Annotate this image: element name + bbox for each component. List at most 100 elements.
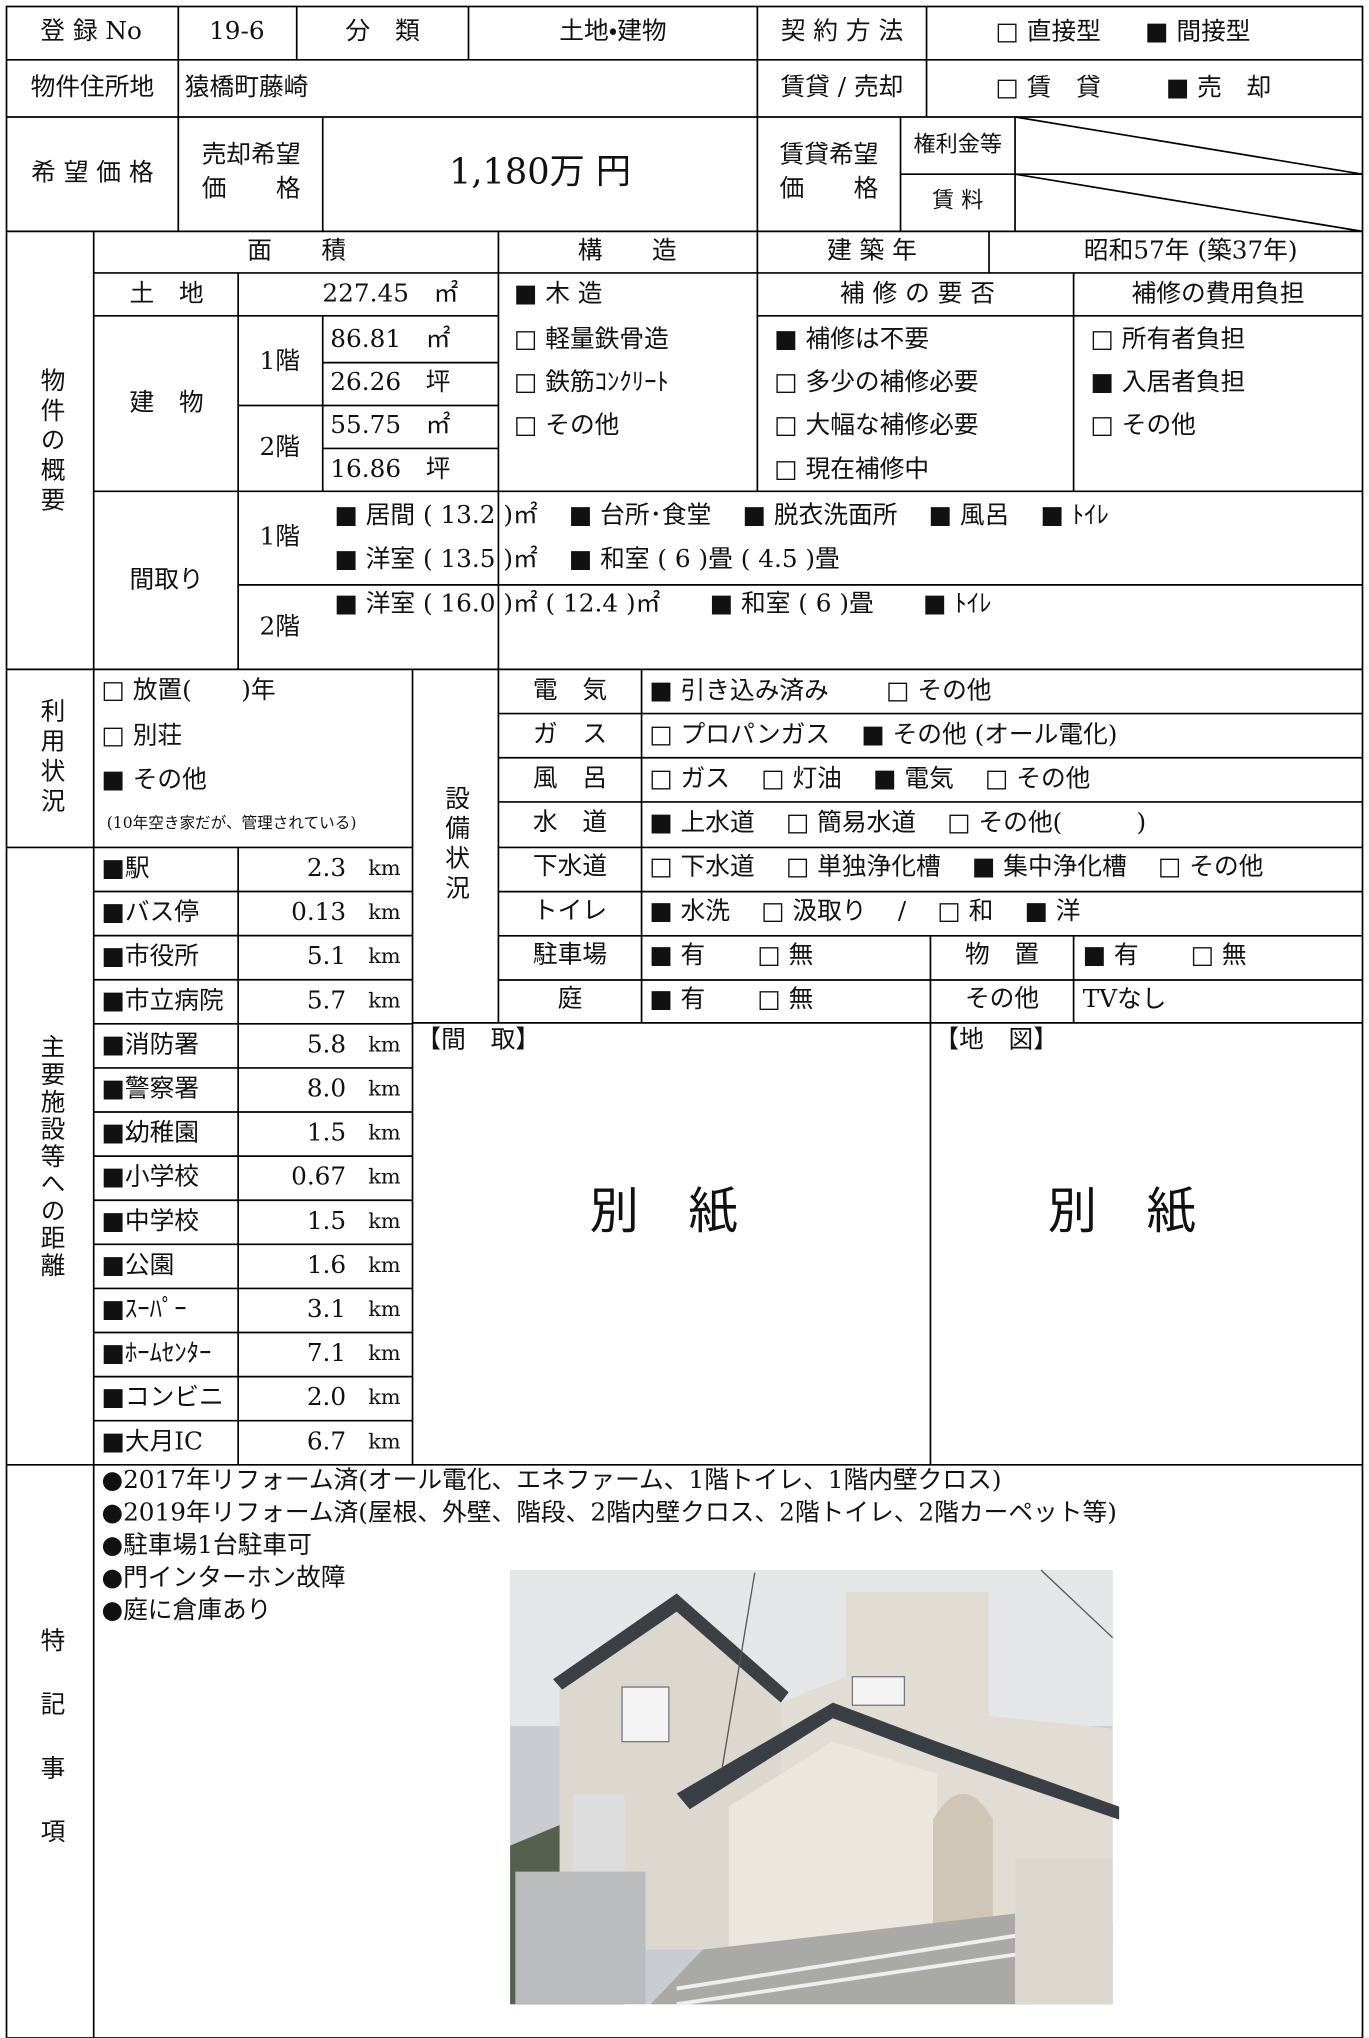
unit: km	[368, 1385, 401, 1409]
label: 賃貸希望	[780, 139, 879, 168]
value: 26.26 坪	[330, 367, 450, 396]
rule-line	[1014, 173, 1363, 233]
option: ■ 売 却	[1166, 72, 1271, 101]
distance: 1.5	[307, 1206, 346, 1235]
label: 風 呂	[533, 763, 607, 792]
label: 分 類	[346, 16, 420, 45]
option: □ ガス	[649, 763, 730, 792]
facility-name: ■大月IC	[102, 1426, 203, 1455]
value: 19-6	[209, 16, 265, 45]
facility-name: ■公園	[102, 1250, 175, 1279]
label: 建 築 年	[827, 236, 917, 265]
unit: km	[368, 1165, 401, 1189]
option: □ 下水道	[649, 851, 754, 880]
label: 権利金等	[914, 132, 1002, 158]
section-label: 主要施設等への距離	[37, 1034, 66, 1280]
option: □ その他	[886, 675, 991, 704]
option: □ その他( )	[947, 807, 1146, 836]
label: 【地 図】	[934, 1025, 1058, 1054]
facility-name: ■小学校	[102, 1162, 200, 1191]
room: ■ 洋室 ( 13.5 )㎡	[334, 544, 538, 573]
label: 水 道	[533, 807, 607, 836]
value: 昭和57年 (築37年)	[1084, 236, 1298, 265]
section-label: 設備状況	[442, 785, 471, 905]
option: □ 灯油	[761, 763, 842, 792]
option: ■ 電気	[873, 763, 954, 792]
value: 227.45 ㎡	[322, 279, 458, 308]
option: □ 無	[757, 983, 813, 1012]
room: ■ 居間 ( 13.2 )㎡	[334, 500, 538, 529]
option: ■ 木 造	[514, 279, 603, 308]
option: □ 現在補修中	[774, 454, 929, 483]
label: 下水道	[533, 851, 607, 880]
option: □ 和	[937, 895, 993, 924]
room: ■ 洋室 ( 16.0 )㎡ ( 12.4 )㎡	[334, 588, 660, 617]
label: 建 物	[129, 388, 203, 417]
label: 物 置	[965, 939, 1039, 968]
label: 構 造	[578, 236, 677, 265]
option-group: □ ガス □ 灯油 ■ 電気 □ その他	[649, 763, 1090, 792]
room-group: ■ 居間 ( 13.2 )㎡ ■ 台所･食堂 ■ 脱衣洗面所 ■ 風呂 ■ ﾄｲﾚ	[334, 500, 1108, 529]
option: □ その他	[514, 410, 619, 439]
room: ■ ﾄｲﾚ	[923, 588, 991, 617]
distance: 1.5	[307, 1118, 346, 1147]
label: 土 地	[129, 279, 203, 308]
facility-name: ■市役所	[102, 941, 200, 970]
option: ■ 集中浄化槽	[972, 851, 1127, 880]
option: □ プロパンガス	[649, 719, 830, 748]
label: その他	[965, 983, 1039, 1012]
facility-name: ■コンビニ	[102, 1382, 224, 1411]
facility-name: ■バス停	[102, 897, 200, 926]
label: ガ ス	[533, 719, 607, 748]
option: □ 放置( )年	[102, 675, 276, 704]
option: ■ その他 (オール電化)	[861, 719, 1117, 748]
room-group: ■ 洋室 ( 13.5 )㎡ ■ 和室 ( 6 )畳 ( 4.5 )畳	[334, 544, 839, 573]
label: 賃 料	[932, 187, 983, 213]
room: ■ 脱衣洗面所	[743, 500, 898, 529]
remark: ●門インターホン故障	[102, 1563, 346, 1592]
option: □ 無	[1191, 939, 1247, 968]
label: 1階	[260, 346, 300, 375]
option: ■ 間接型	[1145, 16, 1250, 45]
remark: ●2019年リフォーム済(屋根、外壁、階段、2階内壁クロス、2階トイレ、2階カー…	[102, 1498, 1117, 1527]
option: ■ 有	[1083, 939, 1139, 968]
label: 登 録 No	[40, 16, 142, 45]
option: /	[898, 895, 907, 924]
distance: 5.8	[307, 1029, 346, 1058]
option: □ 大幅な補修必要	[774, 410, 978, 439]
unit: km	[368, 1341, 401, 1365]
value: 86.81 ㎡	[330, 324, 450, 353]
facility-name: ■ｽｰﾊﾟｰ	[102, 1294, 187, 1323]
rule-line	[1014, 116, 1363, 175]
distance: 5.1	[307, 941, 346, 970]
option: □ 簡易水道	[786, 807, 916, 836]
section-label: 特記事項	[37, 1627, 66, 1882]
option-group: ■ 上水道 □ 簡易水道 □ その他( )	[649, 807, 1146, 836]
unit: km	[368, 1076, 401, 1100]
remark: ●2017年リフォーム済(オール電化、エネファーム、1階トイレ、1階内壁クロス)	[102, 1465, 1002, 1494]
label: 売却希望	[202, 139, 301, 168]
label: 補修の費用負担	[1132, 279, 1305, 308]
facility-name: ■消防署	[102, 1029, 200, 1058]
distance: 7.1	[307, 1338, 346, 1367]
option: □ 軽量鉄骨造	[514, 324, 669, 353]
room: ■ 和室 ( 6 )畳 ( 4.5 )畳	[569, 544, 840, 573]
unit: km	[368, 1429, 401, 1453]
unit: km	[368, 1253, 401, 1277]
label: 2階	[260, 611, 300, 640]
option: □ 無	[757, 939, 813, 968]
unit: km	[368, 1209, 401, 1233]
price: 1,180万 円	[449, 152, 631, 193]
value: 猿橋町藤崎	[185, 72, 309, 101]
label: 駐車場	[533, 939, 607, 968]
room: ■ 台所･食堂	[569, 500, 711, 529]
label: 価 格	[780, 173, 879, 202]
option: TVなし	[1083, 983, 1167, 1012]
note: (10年空き家だが、管理されている)	[107, 814, 357, 832]
option: □ 賃 貸	[996, 72, 1101, 101]
distance: 8.0	[307, 1073, 346, 1102]
option: □ 鉄筋ｺﾝｸﾘｰﾄ	[514, 367, 669, 396]
label: 電 気	[533, 675, 607, 704]
facility-name: ■警察署	[102, 1073, 200, 1102]
